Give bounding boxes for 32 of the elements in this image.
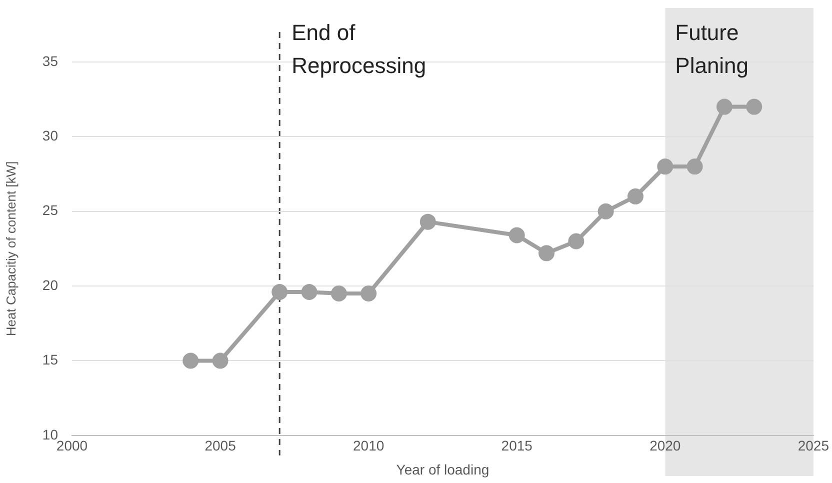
point xyxy=(657,158,674,175)
point xyxy=(330,286,347,302)
x-tick-label: 2005 xyxy=(204,438,236,454)
point xyxy=(568,233,584,250)
y-tick-label: 30 xyxy=(42,128,58,144)
point xyxy=(420,214,436,230)
point xyxy=(182,352,199,369)
point xyxy=(272,284,288,300)
band-label: Future Planing xyxy=(675,20,749,78)
point xyxy=(686,158,703,175)
y-tick-label: 20 xyxy=(42,276,58,293)
point xyxy=(598,203,614,220)
point xyxy=(627,188,644,204)
point xyxy=(746,98,762,115)
x-tick-label: 2025 xyxy=(798,438,830,454)
point xyxy=(538,245,555,262)
x-axis-title: Year of loading xyxy=(396,461,490,478)
ref-line-label: End of Reprocessing xyxy=(292,20,426,78)
y-tick-label: 25 xyxy=(42,202,58,218)
y-tick-label: 10 xyxy=(42,426,58,442)
x-tick-label: 2000 xyxy=(56,438,88,454)
x-tick-label: 2020 xyxy=(650,438,681,454)
point xyxy=(360,286,377,302)
x-tick-label: 2010 xyxy=(352,438,384,454)
point xyxy=(508,227,525,244)
point xyxy=(301,284,318,300)
point xyxy=(716,98,732,115)
point xyxy=(212,352,228,369)
y-tick-label: 15 xyxy=(42,352,58,368)
x-tick-label: 2015 xyxy=(501,438,533,454)
y-tick-label: 35 xyxy=(42,52,58,69)
y-axis-title: Heat Capacitiy of content [kW] xyxy=(3,161,18,336)
